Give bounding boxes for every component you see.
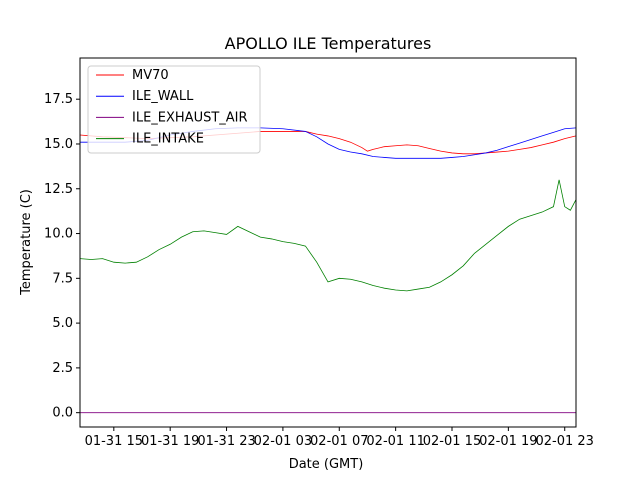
legend-label-ile-exhaust-air: ILE_EXHAUST_AIR — [132, 110, 248, 125]
chart-title: APOLLO ILE Temperatures — [225, 34, 432, 53]
x-axis-label: Date (GMT) — [289, 457, 364, 472]
y-tick-label: 5.0 — [52, 316, 73, 331]
legend-label-ile-wall: ILE_WALL — [132, 89, 194, 104]
x-tick-label: 02-01 11 — [366, 434, 424, 449]
y-tick-label: 0.0 — [52, 406, 73, 421]
legend-box — [87, 65, 261, 154]
y-axis-label: Temperature (C) — [19, 189, 34, 296]
x-tick-label: 02-01 23 — [536, 434, 594, 449]
y-tick-label: 15.0 — [44, 137, 73, 152]
x-tick-label: 01-31 19 — [141, 434, 199, 449]
legend-label-ile-intake: ILE_INTAKE — [132, 132, 204, 147]
legend: MV70 ILE_WALL ILE_EXHAUST_AIR ILE_INTAKE — [87, 65, 261, 154]
y-tick-label: 7.5 — [52, 271, 73, 286]
x-tick-label: 01-31 15 — [85, 434, 143, 449]
series-line-ile-intake — [79, 179, 577, 292]
x-tick-label: 02-01 07 — [310, 434, 368, 449]
y-tick-label: 17.5 — [44, 92, 73, 107]
legend-label-mv70: MV70 — [132, 68, 169, 83]
plot-frame — [79, 57, 577, 428]
x-tick-label: 02-01 19 — [479, 434, 537, 449]
y-tick-label: 12.5 — [44, 182, 73, 197]
y-tick-label: 2.5 — [52, 361, 73, 376]
x-tick-label: 01-31 23 — [197, 434, 255, 449]
x-tick-label: 02-01 15 — [423, 434, 481, 449]
x-tick-label: 02-01 03 — [254, 434, 312, 449]
y-tick-label: 10.0 — [44, 227, 73, 242]
